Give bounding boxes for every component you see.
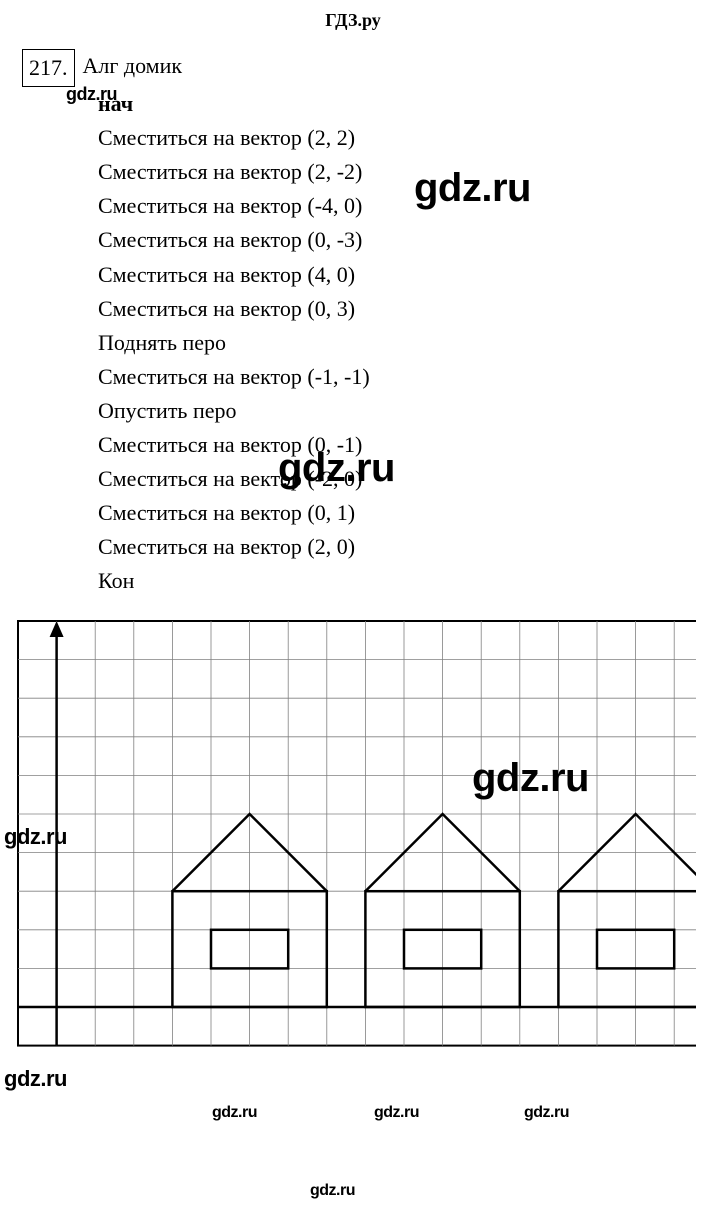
algo-first-line: 217. Алг домик — [22, 49, 690, 87]
algo-line: нач — [98, 87, 690, 121]
algo-line: Сместиться на вектор (2, -2) — [98, 155, 690, 189]
watermark-text: gdz.ru — [374, 1104, 419, 1122]
algo-line: Сместиться на вектор (0, 1) — [98, 496, 690, 530]
watermark-text: gdz.ru — [524, 1104, 569, 1122]
problem-number: 217. — [22, 49, 75, 87]
algo-line: Опустить перо — [98, 394, 690, 428]
algo-line: Сместиться на вектор (-4, 0) — [98, 189, 690, 223]
page-root: ГДЗ.ру 217. Алг домик начСместиться на в… — [0, 0, 720, 1079]
algo-line: Поднять перо — [98, 326, 690, 360]
algo-line: Сместиться на вектор (-2, 0) — [98, 462, 690, 496]
algo-line: Сместиться на вектор (2, 0) — [98, 530, 690, 564]
algo-line: Сместиться на вектор (0, 3) — [98, 292, 690, 326]
watermark-text: gdz.ru — [310, 1182, 355, 1200]
watermark-text: gdz.ru — [4, 1066, 67, 1092]
site-header: ГДЗ.ру — [16, 10, 690, 31]
algo-line: Сместиться на вектор (2, 2) — [98, 121, 690, 155]
chart-container — [16, 619, 690, 1049]
algo-line: Сместиться на вектор (4, 0) — [98, 258, 690, 292]
algorithm-block: 217. Алг домик начСместиться на вектор (… — [22, 49, 690, 599]
watermark-text: gdz.ru — [212, 1104, 257, 1122]
algo-line: Сместиться на вектор (-1, -1) — [98, 360, 690, 394]
coordinate-chart — [16, 619, 696, 1049]
algo-title: Алг домик — [83, 49, 183, 83]
algo-line: Сместиться на вектор (0, -1) — [98, 428, 690, 462]
algo-line: Сместиться на вектор (0, -3) — [98, 223, 690, 257]
algo-lines-container: начСместиться на вектор (2, 2)Сместиться… — [22, 87, 690, 598]
algo-line: Кон — [98, 564, 690, 598]
